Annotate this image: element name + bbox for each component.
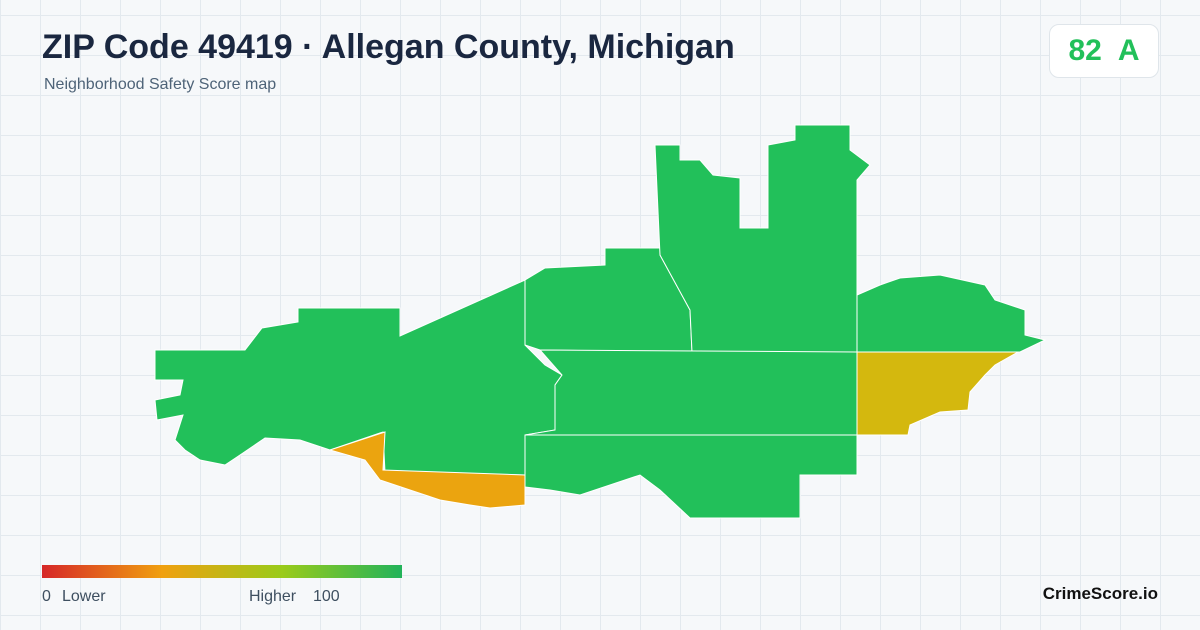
score-badge: 82 A — [1049, 24, 1159, 78]
legend-max: 100 — [313, 588, 340, 605]
subtitle: Neighborhood Safety Score map — [44, 76, 277, 93]
legend-gradient — [42, 565, 402, 578]
legend-min: 0 — [42, 588, 51, 605]
region — [856, 351, 1020, 436]
brand: CrimeScore.io — [1042, 584, 1158, 603]
region — [856, 274, 1047, 353]
legend-min-label: Lower — [62, 588, 106, 605]
region — [328, 431, 526, 509]
score-grade: A — [1117, 34, 1140, 67]
legend-max-label: Higher — [249, 588, 297, 605]
region — [524, 349, 858, 436]
region — [524, 434, 858, 519]
title: ZIP Code 49419 · Allegan County, Michiga… — [42, 28, 735, 66]
score-value: 82 — [1068, 34, 1102, 67]
